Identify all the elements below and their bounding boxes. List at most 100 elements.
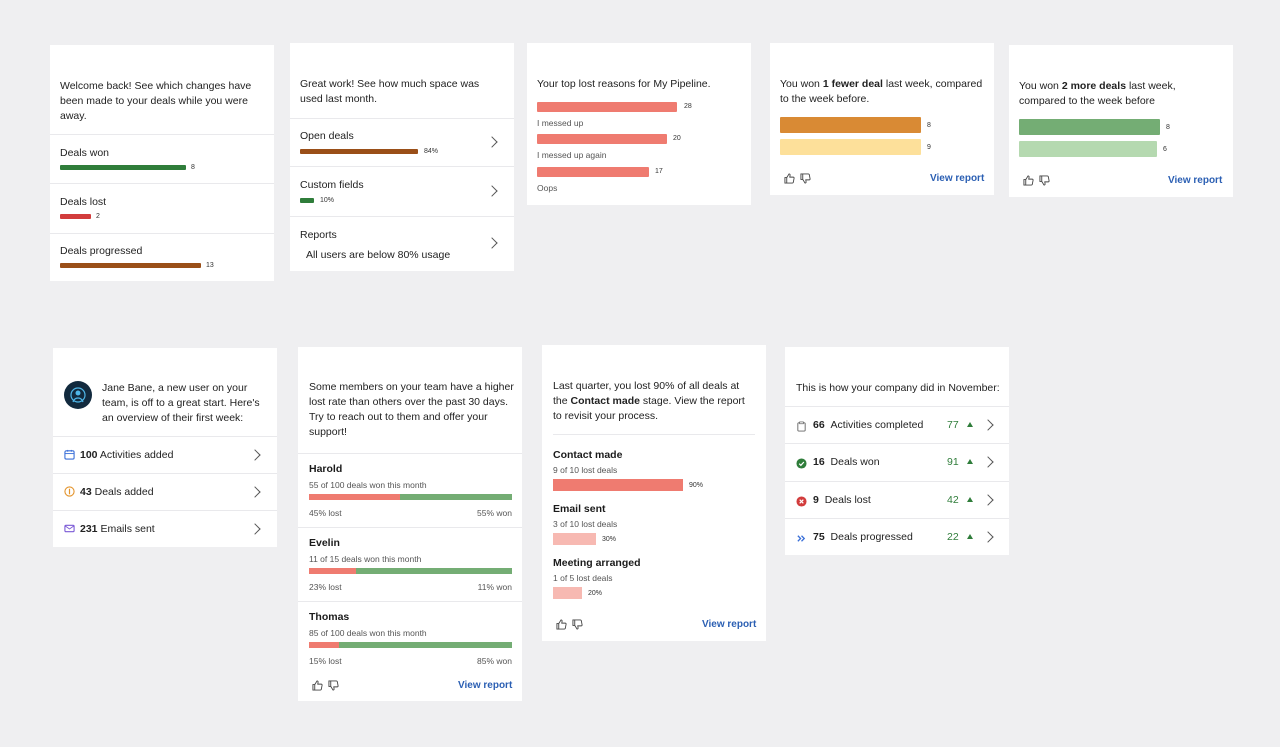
thumbs-down-icon[interactable] [800,173,811,184]
check-circle-icon [796,456,807,474]
card-intro: Your top lost reasons for My Pipeline. [537,78,711,90]
deals-label: Deals added [94,486,154,498]
deals-lost-bar [60,214,91,219]
week-before-bar [780,139,921,155]
view-report-link[interactable]: View report [930,173,985,184]
reason-bar [537,134,667,144]
company-stat-row[interactable]: 66 Activities completed 77 [785,406,1009,443]
chevron-right-icon [249,486,261,498]
activities-count: 100 [80,449,98,461]
stat-count: 16 [813,456,825,468]
deals-lost-value: 2 [96,213,100,220]
won-segment [400,494,512,500]
row-label: Open deals [300,130,354,142]
arrow-up-icon [967,497,973,502]
stat-label: Deals lost [824,494,871,506]
stage-bar [553,533,596,545]
thumbs-up-icon[interactable] [556,619,567,630]
stage-row: Meeting arranged 1 of 5 lost deals 20% [542,557,766,607]
company-monthly-card: This is how your company did in November… [785,347,1009,555]
thumbs-down-icon[interactable] [1039,175,1050,186]
team-member-row[interactable]: Evelin 11 of 15 deals won this month 23%… [298,527,522,601]
space-usage-card: Great work! See how much space was used … [290,43,514,271]
view-report-link[interactable]: View report [702,619,757,630]
clipboard-icon [796,419,807,437]
stage-value: 20% [588,590,603,597]
won-percent: 55% won [477,508,512,518]
custom-fields-row[interactable]: Custom fields 10% [290,166,514,216]
week-before-bar [1019,141,1157,157]
new-user-card: Jane Bane, a new user on your team, is o… [53,348,277,547]
deals-added-row[interactable]: 43 Deals added [53,473,277,510]
deals-lost-row[interactable]: Deals lost 2 [50,183,274,233]
stage-name: Meeting arranged [553,557,641,569]
deals-progressed-value: 13 [206,262,214,269]
stat-label: Deals progressed [830,531,913,543]
reason-label: Oops [537,183,558,193]
thumbs-up-icon[interactable] [1023,175,1034,186]
stage-row: Email sent 3 of 10 lost deals 30% [542,503,766,553]
stage-bar [553,479,683,491]
last-week-bar [1019,119,1160,135]
feedback-buttons [1023,175,1050,186]
thumbs-down-icon[interactable] [572,619,583,630]
reason-value: 28 [684,103,692,110]
view-report-link[interactable]: View report [1168,175,1223,186]
team-member-row[interactable]: Harold 55 of 100 deals won this month 45… [298,453,522,527]
card-intro: This is how your company did in November… [796,382,1000,394]
thumbs-down-icon[interactable] [328,680,339,691]
stat-count: 75 [813,531,825,543]
reason-value: 20 [673,135,681,142]
company-stat-row[interactable]: 16 Deals won 91 [785,443,1009,480]
stage-row: Contact made 9 of 10 lost deals 90% [542,449,766,499]
emails-count: 231 [80,523,98,535]
stage-bar [553,587,582,599]
card-intro: Great work! See how much space was used … [300,78,480,105]
calendar-icon [64,449,75,460]
arrow-up-icon [967,459,973,464]
member-name: Harold [309,463,343,475]
weekly-deals-more-card: You won 2 more deals last week, compared… [1009,45,1233,197]
company-stat-row[interactable]: 75 Deals progressed 22 [785,518,1009,555]
stat-delta: 77 [947,419,959,431]
open-deals-value: 84% [424,148,439,155]
double-chevron-icon [796,531,807,549]
thumbs-up-icon[interactable] [312,680,323,691]
custom-fields-bar [300,198,314,203]
stage-value: 90% [689,482,704,489]
emails-sent-row[interactable]: 231 Emails sent [53,510,277,547]
open-deals-row[interactable]: Open deals 84% [290,118,514,166]
lost-percent: 23% lost [309,582,342,592]
team-member-row[interactable]: Thomas 85 of 100 deals won this month 15… [298,601,522,675]
thumbs-up-icon[interactable] [784,173,795,184]
member-deals-text: 11 of 15 deals won this month [309,554,422,564]
lost-segment [309,642,339,648]
feedback-buttons [556,619,583,630]
row-label: Reports [300,229,337,241]
arrow-up-icon [967,422,973,427]
company-stat-row[interactable]: 9 Deals lost 42 [785,481,1009,518]
won-segment [339,642,512,648]
activities-added-row[interactable]: 100 Activities added [53,436,277,473]
lost-segment [309,494,400,500]
stage-sub: 9 of 10 lost deals [553,465,618,475]
custom-fields-value: 10% [320,197,335,204]
card-intro: Welcome back! See which changes have bee… [60,80,252,122]
card-intro: Jane Bane, a new user on your team, is o… [102,382,260,424]
stage-name: Email sent [553,503,606,515]
week-before-value: 6 [1163,146,1167,153]
reports-row[interactable]: Reports All users are below 80% usage [290,216,514,271]
card-intro: You won 2 more deals last week, compared… [1019,80,1176,107]
view-report-link[interactable]: View report [458,680,513,691]
stage-value: 30% [602,536,617,543]
stat-label: Activities completed [830,419,924,431]
weekly-deals-won-card: You won 1 fewer deal last week, compared… [770,43,994,195]
member-deals-text: 55 of 100 deals won this month [309,480,427,490]
deals-progressed-row[interactable]: Deals progressed 13 [50,233,274,281]
lost-percent: 15% lost [309,656,342,666]
deals-progressed-bar [60,263,201,268]
won-percent: 11% won [477,582,512,592]
deals-won-row[interactable]: Deals won 8 [50,134,274,183]
stat-count: 66 [813,419,825,431]
row-label: Deals progressed [60,245,143,257]
